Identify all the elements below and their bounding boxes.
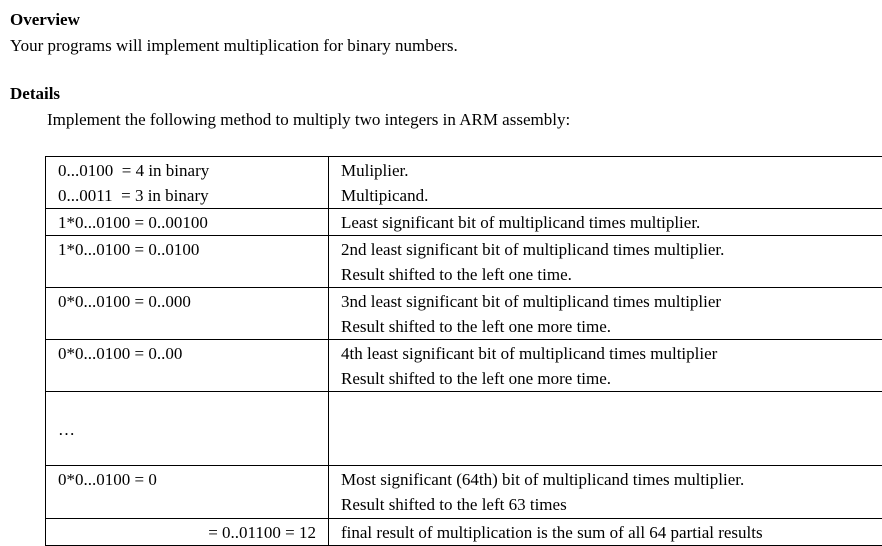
binary-expression-cell: 0*0...0100 = 0 bbox=[46, 466, 329, 519]
description-cell: final result of multiplication is the su… bbox=[329, 519, 882, 546]
table-body: 0...0100 = 4 in binary 0...0011 = 3 in b… bbox=[46, 157, 882, 546]
binary-expression-cell: 0*0...0100 = 0..000 bbox=[46, 288, 329, 340]
overview-text: Your programs will implement multiplicat… bbox=[10, 33, 872, 59]
ellipsis-cell: … bbox=[46, 392, 329, 466]
overview-heading: Overview bbox=[10, 7, 872, 33]
description-cell: 3nd least significant bit of multiplican… bbox=[329, 288, 882, 340]
table-row-ellipsis: … bbox=[46, 392, 882, 466]
binary-multiplication-table: 0...0100 = 4 in binary 0...0011 = 3 in b… bbox=[45, 156, 882, 546]
details-heading: Details bbox=[10, 81, 872, 107]
details-text: Implement the following method to multip… bbox=[10, 107, 872, 133]
table-row: 0...0100 = 4 in binary 0...0011 = 3 in b… bbox=[46, 157, 882, 209]
final-result-cell: = 0..01100 = 12 bbox=[46, 519, 329, 546]
binary-expression-cell: 1*0...0100 = 0..00100 bbox=[46, 209, 329, 236]
binary-expression-cell: 0*0...0100 = 0..00 bbox=[46, 340, 329, 392]
table-row: 0*0...0100 = 0..000 3nd least significan… bbox=[46, 288, 882, 340]
table-row: 1*0...0100 = 0..00100 Least significant … bbox=[46, 209, 882, 236]
description-cell bbox=[329, 392, 882, 466]
table-row: 0*0...0100 = 0 Most significant (64th) b… bbox=[46, 466, 882, 519]
table-row: 1*0...0100 = 0..0100 2nd least significa… bbox=[46, 236, 882, 288]
description-cell: Most significant (64th) bit of multiplic… bbox=[329, 466, 882, 519]
binary-expression-cell: 0...0100 = 4 in binary 0...0011 = 3 in b… bbox=[46, 157, 329, 209]
description-cell: 2nd least significant bit of multiplican… bbox=[329, 236, 882, 288]
table-row: 0*0...0100 = 0..00 4th least significant… bbox=[46, 340, 882, 392]
description-cell: Least significant bit of multiplicand ti… bbox=[329, 209, 882, 236]
table-row-final-result: = 0..01100 = 12 final result of multipli… bbox=[46, 519, 882, 546]
description-cell: 4th least significant bit of multiplican… bbox=[329, 340, 882, 392]
binary-expression-cell: 1*0...0100 = 0..0100 bbox=[46, 236, 329, 288]
description-cell: Muliplier. Multipicand. bbox=[329, 157, 882, 209]
